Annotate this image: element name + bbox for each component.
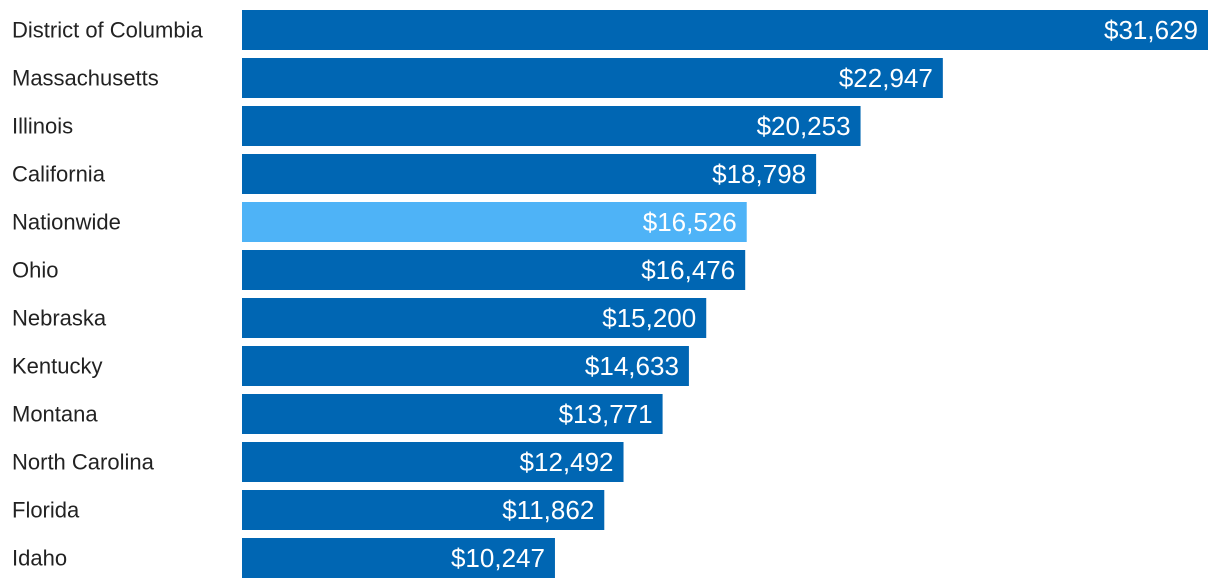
bar-massachusetts [242,58,943,98]
category-label-ohio: Ohio [12,258,58,283]
value-label-california: $18,798 [712,159,806,189]
value-label-district-of-columbia: $31,629 [1104,15,1198,45]
bar-illinois [242,106,861,146]
bar-idaho [242,538,555,578]
value-label-nationwide: $16,526 [643,207,737,237]
bar-north-carolina [242,442,624,482]
value-label-nebraska: $15,200 [602,303,696,333]
bar-montana [242,394,663,434]
category-label-massachusetts: Massachusetts [12,66,159,91]
bar-nationwide [242,202,747,242]
value-label-ohio: $16,476 [641,255,735,285]
bar-ohio [242,250,746,290]
value-label-illinois: $20,253 [757,111,851,141]
value-label-idaho: $10,247 [451,543,545,573]
category-label-florida: Florida [12,498,80,523]
bar-kentucky [242,346,689,386]
bar-california [242,154,817,194]
value-label-kentucky: $14,633 [585,351,679,381]
value-label-montana: $13,771 [559,399,653,429]
value-label-florida: $11,862 [502,495,594,525]
value-label-north-carolina: $12,492 [520,447,614,477]
labels-layer: District of Columbia $31,629 Massachusetts… [12,15,1198,573]
category-label-kentucky: Kentucky [12,354,103,379]
category-label-nebraska: Nebraska [12,306,107,331]
category-label-california: California [12,162,106,187]
bar-florida [242,490,605,530]
bar-district-of-columbia [242,10,1208,50]
category-label-district-of-columbia: District of Columbia [12,18,203,43]
bars-layer [242,10,1208,578]
category-label-nationwide: Nationwide [12,210,121,235]
value-label-massachusetts: $22,947 [839,63,933,93]
category-label-idaho: Idaho [12,546,67,571]
category-label-illinois: Illinois [12,114,73,139]
category-label-north-carolina: North Carolina [12,450,155,475]
category-label-montana: Montana [12,402,98,427]
bar-nebraska [242,298,707,338]
